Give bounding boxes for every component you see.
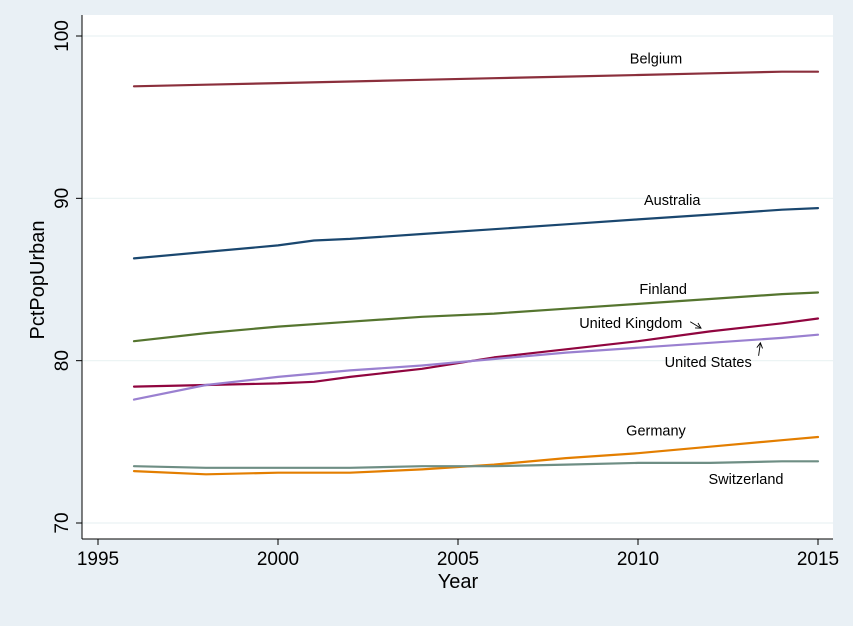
label-belgium: Belgium [630, 52, 682, 68]
label-pointers [689, 321, 763, 356]
y-tick-label: 80 [52, 350, 73, 371]
y-tick-label: 70 [52, 512, 73, 533]
series-line-belgium [132, 70, 820, 88]
pointer-united-kingdom [689, 321, 702, 329]
plot-area [82, 15, 833, 539]
gridlines [82, 35, 833, 524]
x-tick-label: 2015 [797, 549, 839, 570]
label-united-kingdom: United Kingdom [579, 316, 682, 332]
series-line-switzerland [132, 460, 820, 469]
series-line-germany [132, 435, 820, 476]
series-labels: Belgium Australia Finland United Kingdom Uni… [579, 52, 783, 488]
x-tick-label: 2010 [617, 549, 659, 570]
pointer-united-states [756, 341, 763, 356]
label-switzerland: Switzerland [709, 472, 784, 488]
label-united-states: United States [665, 355, 752, 371]
series-line-finland [132, 291, 820, 343]
x-axis-label: Year [438, 571, 479, 593]
y-axis-label: PctPopUrban [27, 221, 49, 340]
series-lines [132, 70, 820, 476]
label-germany: Germany [626, 423, 686, 439]
x-tick-label: 2000 [257, 549, 299, 570]
series-line-united-states [132, 333, 820, 401]
label-australia: Australia [644, 193, 701, 209]
y-tick-label: 90 [52, 188, 73, 209]
axes: 1995 2000 2005 2010 2015 70 80 90 100 [52, 15, 839, 570]
y-tick-label: 100 [52, 20, 73, 52]
x-tick-label: 2005 [437, 549, 479, 570]
series-line-australia [132, 207, 820, 260]
label-finland: Finland [639, 282, 687, 298]
x-tick-label: 1995 [77, 549, 119, 570]
